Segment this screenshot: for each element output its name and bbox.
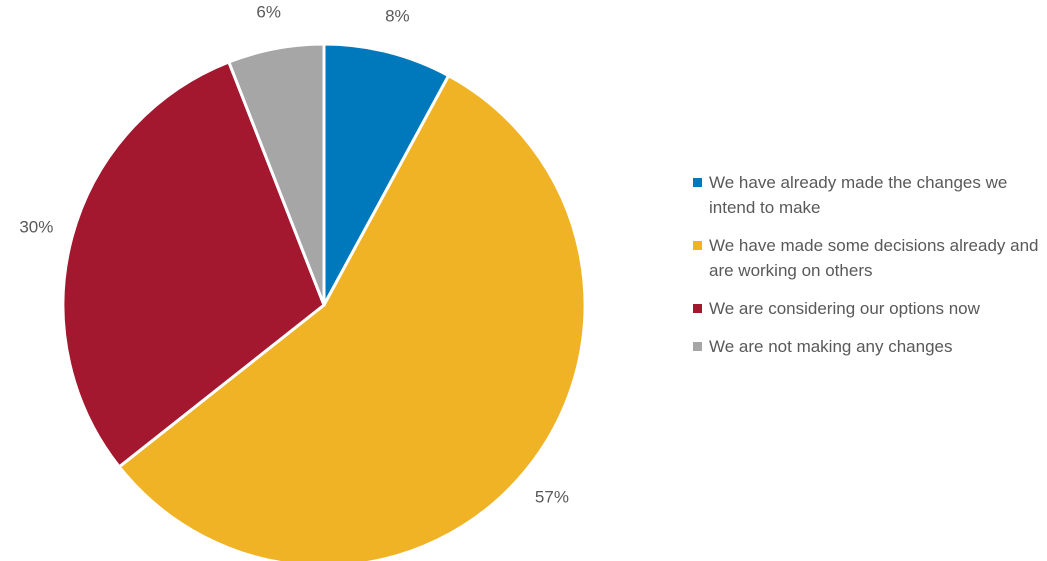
pie-slice-we-are-not-making: [226, 42, 326, 306]
legend-swatch: [693, 241, 702, 250]
legend-item: We are considering our options now: [693, 296, 1043, 321]
pie-data-label: 6%: [256, 3, 281, 22]
legend-item: We have made some decisions already and …: [693, 233, 1043, 283]
legend: We have already made the changes we inte…: [693, 170, 1043, 372]
legend-label: We are considering our options now: [709, 299, 980, 318]
legend-swatch: [693, 304, 702, 313]
legend-swatch: [693, 178, 702, 187]
pie-slices: [61, 42, 587, 561]
legend-item: We have already made the changes we inte…: [693, 170, 1043, 220]
pie-data-label: 57%: [535, 487, 569, 506]
pie-slice-we-have-made-some: [117, 73, 587, 561]
legend-item: We are not making any changes: [693, 334, 1043, 359]
legend-label: We have made some decisions already and …: [709, 236, 1039, 280]
legend-label: We have already made the changes we inte…: [709, 173, 1008, 217]
pie-data-labels: 8% 57% 30% 6%: [19, 3, 569, 507]
legend-label: We are not making any changes: [709, 337, 953, 356]
pie-slice-we-have-already-made: [322, 42, 451, 306]
pie-data-label: 8%: [385, 7, 410, 26]
pie-data-label: 30%: [19, 218, 53, 237]
legend-swatch: [693, 342, 702, 351]
pie-slice-we-are-considering-our: [61, 60, 326, 469]
